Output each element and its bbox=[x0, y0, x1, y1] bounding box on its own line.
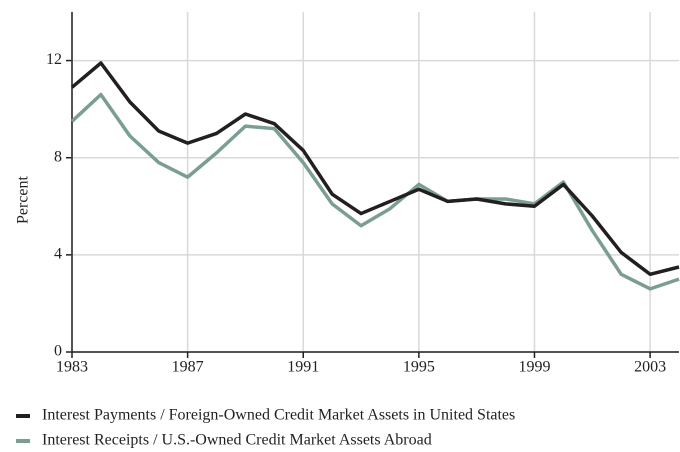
series-line bbox=[70, 92, 680, 291]
x-tick-label: 2003 bbox=[634, 359, 666, 376]
y-tick-label: 8 bbox=[54, 148, 62, 165]
y-tick-label: 0 bbox=[54, 343, 62, 360]
x-tick-label: 1987 bbox=[172, 359, 204, 376]
legend-label: Interest Payments / Foreign-Owned Credit… bbox=[42, 407, 515, 424]
y-tick-label: 4 bbox=[54, 246, 62, 263]
x-tick-label: 1999 bbox=[518, 359, 550, 376]
x-tick-label: 1983 bbox=[56, 359, 88, 376]
x-tick-label: 1991 bbox=[287, 359, 319, 376]
y-tick-label: 12 bbox=[46, 51, 62, 68]
y-axis-label: Percent bbox=[15, 175, 32, 224]
x-tick-label: 1995 bbox=[403, 359, 435, 376]
legend-label: Interest Receipts / U.S.-Owned Credit Ma… bbox=[42, 432, 432, 449]
series-line bbox=[70, 61, 680, 277]
